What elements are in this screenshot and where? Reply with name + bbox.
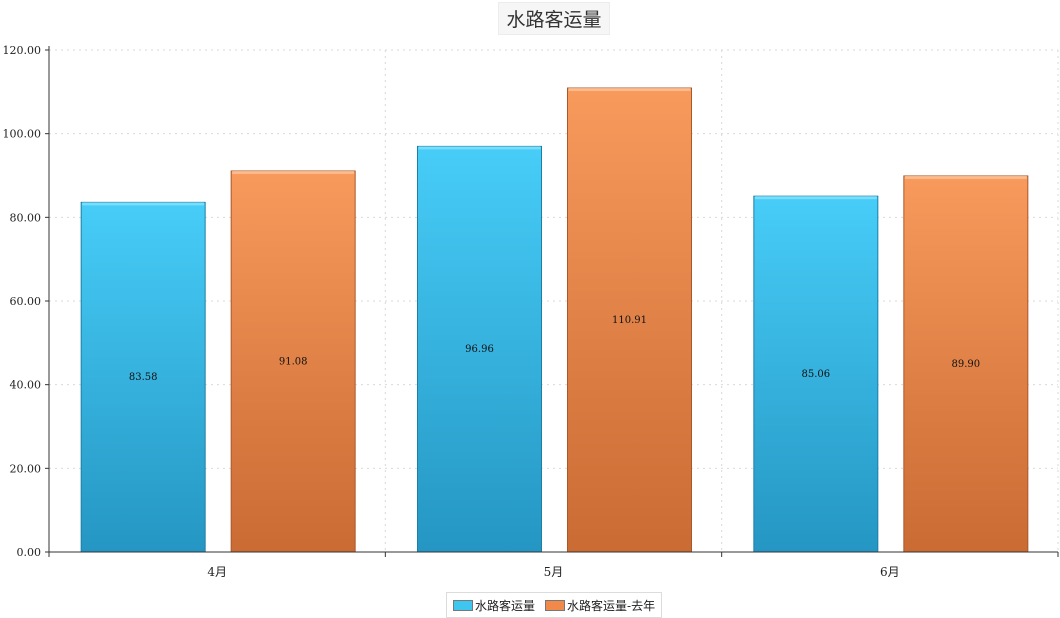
x-tick-label: 6月 [880,565,900,579]
bar-highlight [904,175,1027,179]
data-label: 85.06 [802,369,831,380]
x-tick-label: 5月 [544,565,564,579]
bar [230,170,356,553]
bar-highlight [568,88,691,92]
data-label: 91.08 [279,356,308,367]
legend: 水路客运量 水路客运量-去年 [446,592,663,618]
bar [753,195,879,553]
y-tick-label: 80.00 [10,211,42,224]
bar-highlight [82,202,205,206]
chart-title: 水路客运量 [498,2,610,35]
y-tick-label: 120.00 [3,44,42,57]
y-tick-label: 60.00 [10,295,42,308]
y-tick-label: 40.00 [10,379,42,392]
x-tick-label: 4月 [207,565,227,579]
y-tick-label: 100.00 [3,128,42,141]
bar [417,145,542,553]
bar [567,87,692,553]
data-label: 83.58 [129,372,158,383]
bar-highlight [754,196,877,200]
legend-label-current: 水路客运量 [475,598,536,613]
legend-swatch-current [453,599,473,611]
y-tick-label: 20.00 [10,462,42,475]
legend-label-last-year: 水路客运量-去年 [567,598,656,613]
data-label: 96.96 [465,344,494,355]
y-tick-label: 0.00 [17,546,42,559]
legend-item-current[interactable]: 水路客运量 [451,597,537,614]
legend-swatch-last-year [545,599,566,611]
bar-highlight [418,146,541,150]
bar-highlight [232,170,355,174]
data-label: 89.90 [952,359,981,370]
legend-item-last-year[interactable]: 水路客运量-去年 [543,597,657,614]
data-label: 110.91 [612,315,647,326]
